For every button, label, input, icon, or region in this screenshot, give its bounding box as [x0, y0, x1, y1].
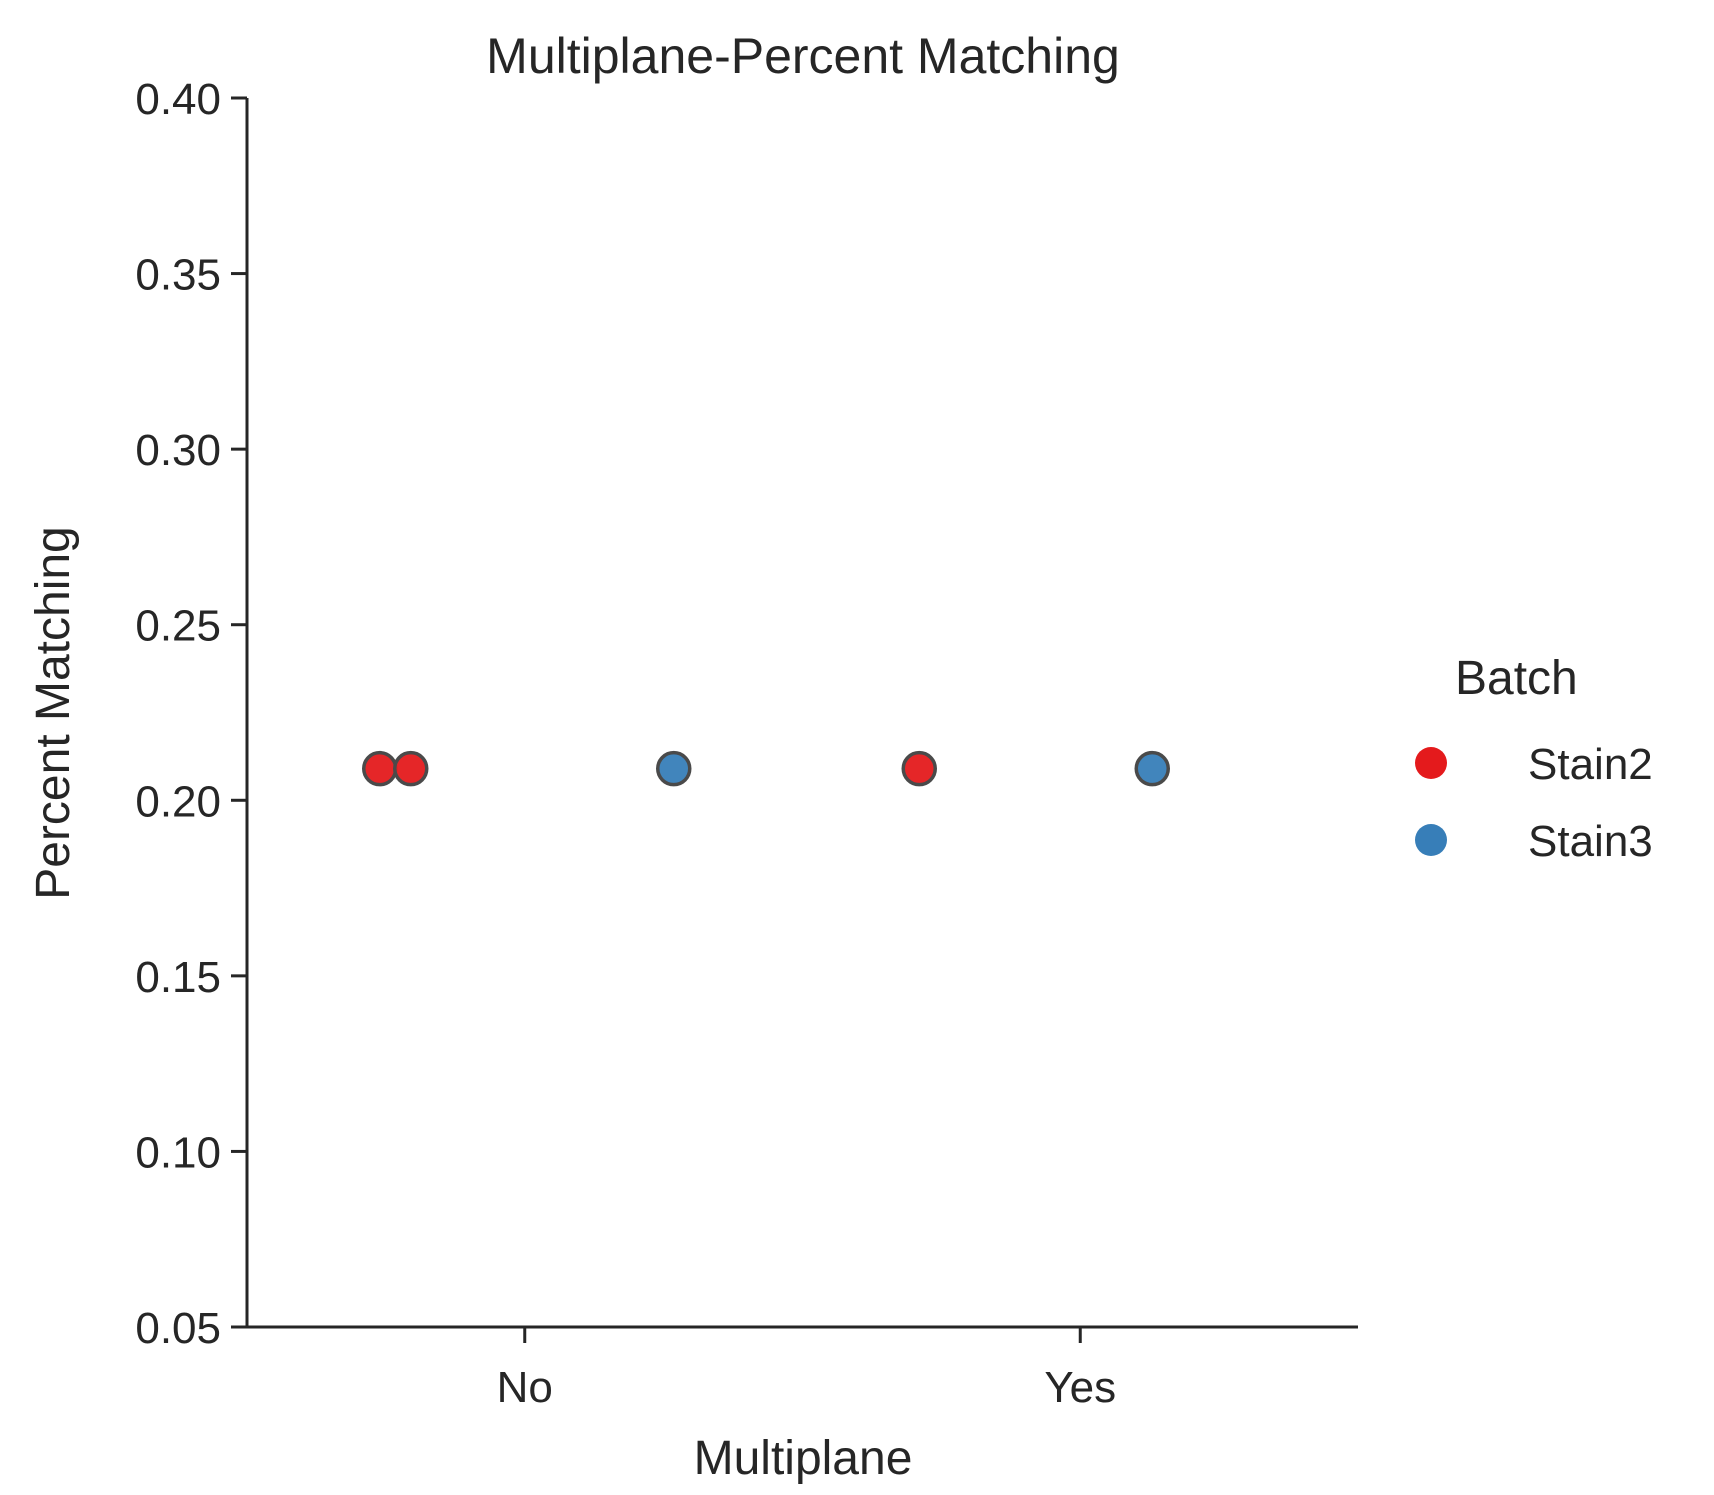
chart-title: Multiplane-Percent Matching [486, 28, 1120, 84]
legend-label-stain2: Stain2 [1528, 740, 1653, 789]
y-tick-label: 0.25 [135, 602, 221, 651]
legend-marker-stain3 [1415, 824, 1447, 856]
legend-marker-stain2 [1415, 747, 1447, 779]
plot-axes [245, 98, 1358, 1329]
data-point-stain3 [1134, 750, 1170, 787]
legend-items: Stain2 Stain3 [1415, 740, 1653, 866]
y-tick-label: 0.30 [135, 426, 221, 475]
y-ticks: 0.05 0.10 0.15 0.20 0.25 0.30 0.35 0.40 [135, 75, 247, 1353]
x-tick-label: No [497, 1363, 553, 1412]
data-point-stain2 [901, 750, 937, 787]
x-ticks: No Yes [497, 1327, 1116, 1412]
y-axis-label: Percent Matching [27, 526, 80, 900]
data-point-stain2 [362, 750, 398, 787]
legend: Batch Stain2 Stain3 [1415, 652, 1653, 866]
data-points [362, 750, 1170, 787]
y-tick-label: 0.05 [135, 1304, 221, 1353]
x-axis-label: Multiplane [694, 1432, 913, 1485]
x-tick-label: Yes [1044, 1363, 1116, 1412]
y-tick-label: 0.40 [135, 75, 221, 124]
data-point-stain3 [656, 750, 692, 787]
y-tick-label: 0.35 [135, 251, 221, 300]
legend-title: Batch [1455, 652, 1578, 705]
y-tick-label: 0.10 [135, 1128, 221, 1177]
legend-label-stain3: Stain3 [1528, 817, 1653, 866]
data-point-stain2 [393, 750, 429, 787]
y-tick-label: 0.20 [135, 777, 221, 826]
y-tick-label: 0.15 [135, 953, 221, 1002]
